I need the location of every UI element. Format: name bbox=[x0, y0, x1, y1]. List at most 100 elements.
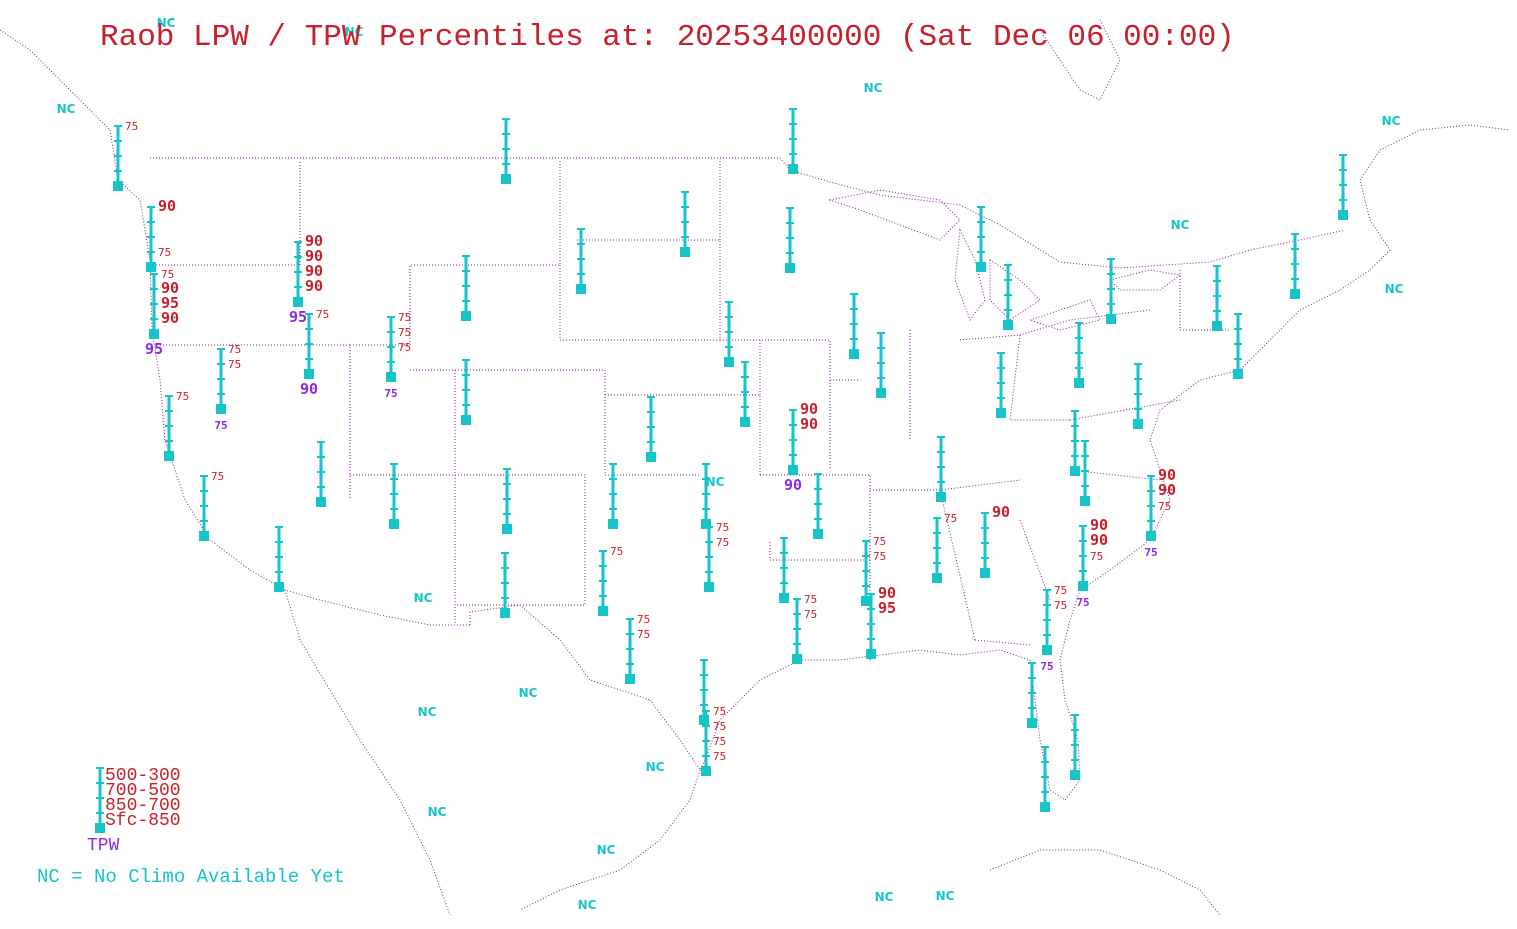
tpw-percentile-label: 75 bbox=[1040, 660, 1053, 673]
station-marker bbox=[1074, 378, 1084, 388]
station-marker bbox=[1133, 419, 1143, 429]
station-marker bbox=[699, 715, 709, 725]
no-climo-label: NC bbox=[864, 81, 883, 95]
station-marker bbox=[608, 519, 618, 529]
station-marker bbox=[1212, 321, 1222, 331]
tpw-percentile-label: 75 bbox=[1076, 596, 1089, 609]
station-marker bbox=[701, 519, 711, 529]
no-climo-label: NC bbox=[875, 890, 894, 904]
no-climo-label: NC bbox=[519, 686, 538, 700]
station bbox=[1233, 313, 1243, 379]
layer-percentile-label: 90 bbox=[1090, 516, 1108, 534]
station bbox=[1040, 746, 1050, 812]
station-marker bbox=[598, 606, 608, 616]
layer-percentile-label: 75 bbox=[158, 246, 171, 259]
station bbox=[936, 436, 946, 502]
station-marker bbox=[1040, 802, 1050, 812]
station-marker bbox=[876, 388, 886, 398]
tpw-percentile-label: 75 bbox=[214, 419, 227, 432]
station bbox=[461, 255, 471, 321]
map-title: Raob LPW / TPW Percentiles at: 202534000… bbox=[100, 20, 1235, 55]
station bbox=[1027, 662, 1037, 728]
station-marker bbox=[502, 524, 512, 534]
station-marker bbox=[936, 492, 946, 502]
layer-percentile-label: 75 bbox=[398, 341, 411, 354]
layer-percentile-label: 75 bbox=[228, 358, 241, 371]
station-marker bbox=[199, 531, 209, 541]
mexico-border bbox=[469, 604, 651, 701]
layer-percentile-label: 90 bbox=[800, 400, 818, 418]
station bbox=[646, 396, 656, 462]
station-marker bbox=[274, 582, 284, 592]
station bbox=[1338, 154, 1348, 220]
legend-tpw-label: TPW bbox=[87, 836, 120, 856]
layer-percentile-label: 75 bbox=[1158, 500, 1171, 513]
station bbox=[849, 293, 859, 359]
station bbox=[996, 352, 1006, 418]
map-boundaries bbox=[0, 19, 1511, 916]
legend-station-symbol bbox=[95, 767, 105, 833]
layer-percentile-label: 75 bbox=[610, 545, 623, 558]
station: 75 75 75 bbox=[1040, 584, 1067, 673]
station-marker bbox=[849, 349, 859, 359]
layer-percentile-label: 90 bbox=[992, 503, 1010, 521]
station-marker bbox=[461, 311, 471, 321]
tpw-percentile-label: 75 bbox=[384, 387, 397, 400]
station-marker bbox=[500, 608, 510, 618]
station-marker bbox=[785, 263, 795, 273]
florida bbox=[1029, 589, 1081, 801]
station-marker bbox=[701, 766, 711, 776]
station bbox=[1070, 410, 1080, 476]
layer-percentile-label: 75 bbox=[228, 343, 241, 356]
station-marker bbox=[304, 369, 314, 379]
station-marker bbox=[1070, 466, 1080, 476]
layer-percentile-label: 75 bbox=[944, 512, 957, 525]
mexico-gulf-coast bbox=[519, 769, 701, 911]
station bbox=[1003, 264, 1013, 330]
layer-percentile-label: 90 bbox=[305, 262, 323, 280]
station bbox=[1080, 440, 1090, 506]
station-marker bbox=[1042, 645, 1052, 655]
station bbox=[680, 191, 690, 257]
east-coast bbox=[1079, 179, 1391, 591]
station bbox=[274, 526, 284, 592]
baja-coast bbox=[284, 589, 451, 916]
no-climo-label: NC bbox=[646, 760, 665, 774]
tpw-percentile-label: 95 bbox=[145, 340, 163, 358]
station-marker bbox=[386, 372, 396, 382]
station bbox=[1212, 265, 1222, 331]
station-marker bbox=[724, 357, 734, 367]
station bbox=[876, 332, 886, 398]
layer-percentile-label: 75 bbox=[804, 608, 817, 621]
station bbox=[740, 361, 750, 427]
legend-layer-700-500: 700-500 bbox=[105, 781, 181, 801]
station: 75 bbox=[932, 512, 957, 583]
hudson-bay-coast bbox=[1039, 19, 1121, 101]
layer-percentile-label: 75 bbox=[1054, 599, 1067, 612]
layer-percentile-label: 75 bbox=[713, 735, 726, 748]
station bbox=[461, 359, 471, 425]
layer-percentile-label: 75 bbox=[713, 705, 726, 718]
station-marker bbox=[316, 497, 326, 507]
station bbox=[785, 207, 795, 273]
no-climo-label: NC bbox=[57, 102, 76, 116]
layer-percentile-label: 95 bbox=[161, 294, 179, 312]
no-climo-label: NC bbox=[578, 898, 597, 912]
station-marker bbox=[1106, 314, 1116, 324]
station-marker bbox=[1290, 289, 1300, 299]
no-climo-layer: NC NC NC NC NC NC NC NC NC NC NC NC NC NC NC NC NC bbox=[57, 16, 1404, 912]
station: 90 bbox=[980, 503, 1010, 578]
station: 75 90 bbox=[300, 308, 329, 398]
tpw-percentile-label: 90 bbox=[784, 476, 802, 494]
station bbox=[1106, 258, 1116, 324]
layer-percentile-label: 90 bbox=[878, 584, 896, 602]
layer-percentile-label: 90 bbox=[161, 279, 179, 297]
station: 75 bbox=[164, 390, 189, 461]
station-marker bbox=[293, 297, 303, 307]
